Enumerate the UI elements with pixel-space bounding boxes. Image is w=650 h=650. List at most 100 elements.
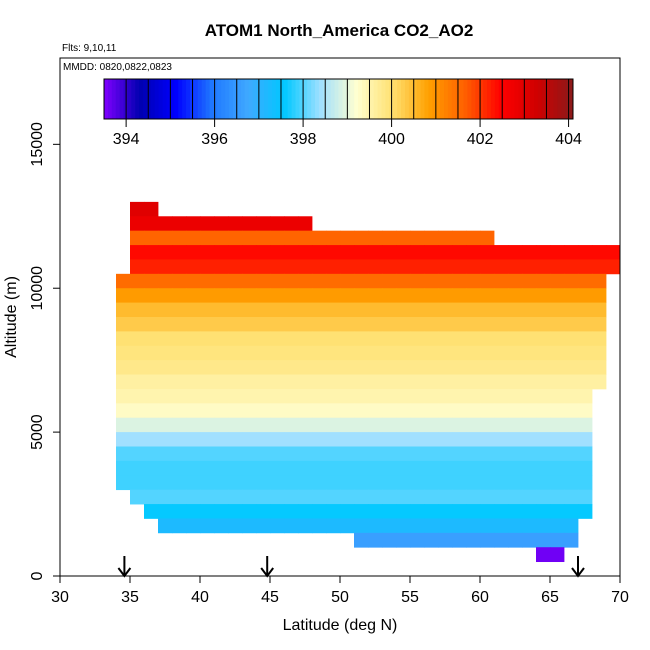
heatmap-cell: [494, 374, 509, 390]
colorbar-segment: [104, 79, 109, 119]
heatmap-cell: [536, 273, 551, 289]
heatmap-cell: [130, 331, 145, 347]
heatmap-cell: [270, 245, 285, 260]
heatmap-cell: [186, 288, 201, 304]
heatmap-cell: [270, 360, 285, 375]
heatmap-cell: [508, 504, 523, 519]
heatmap-cell: [158, 345, 173, 361]
heatmap-cell: [214, 504, 229, 519]
heatmap-cell: [214, 388, 229, 404]
heatmap-cell: [550, 259, 565, 275]
heatmap-cell: [410, 532, 425, 548]
heatmap-cell: [228, 288, 243, 304]
heatmap-cell: [522, 273, 537, 289]
heatmap-cell: [368, 489, 383, 505]
heatmap-cell: [130, 230, 145, 246]
heatmap-cell: [382, 345, 397, 361]
heatmap-cell: [214, 417, 229, 433]
heatmap-cell: [438, 460, 453, 476]
heatmap-cell: [564, 331, 579, 347]
heatmap-cell: [130, 245, 145, 260]
heatmap-cell: [368, 360, 383, 375]
heatmap-cell: [354, 417, 369, 433]
heatmap-cell: [550, 432, 565, 447]
heatmap-cell: [242, 475, 257, 491]
heatmap-cell: [508, 331, 523, 347]
heatmap-cell: [256, 230, 271, 246]
heatmap-cell: [186, 374, 201, 390]
heatmap-cell: [270, 288, 285, 304]
heatmap-cell: [130, 417, 145, 433]
heatmap-cell: [438, 417, 453, 433]
heatmap-cell: [522, 302, 537, 318]
heatmap-cell: [200, 518, 215, 534]
heatmap-cell: [228, 446, 243, 462]
y-tick-label: 5000: [29, 414, 46, 450]
heatmap-cell: [368, 273, 383, 289]
heatmap-cell: [172, 504, 187, 519]
heatmap-cell: [256, 417, 271, 433]
heatmap-cell: [382, 475, 397, 491]
heatmap-cell: [242, 446, 257, 462]
heatmap-cell: [284, 317, 299, 332]
heatmap-cell: [354, 475, 369, 491]
heatmap-cell: [270, 302, 285, 318]
heatmap-cell: [298, 417, 313, 433]
heatmap-cell: [494, 475, 509, 491]
heatmap-cell: [298, 317, 313, 332]
heatmap-cell: [256, 273, 271, 289]
heatmap-cell: [340, 288, 355, 304]
heatmap-cell: [508, 345, 523, 361]
heatmap-cell: [424, 317, 439, 332]
heatmap-cell: [172, 446, 187, 462]
heatmap-cell: [130, 201, 145, 217]
heatmap-cell: [522, 245, 537, 260]
colorbar-segment: [307, 79, 312, 119]
heatmap-cell: [494, 446, 509, 462]
heatmap-cell: [452, 532, 467, 548]
heatmap-cell: [326, 460, 341, 476]
heatmap-cell: [354, 446, 369, 462]
heatmap-cell: [424, 446, 439, 462]
colorbar-segment: [252, 79, 257, 119]
heatmap-cell: [130, 302, 145, 318]
heatmap-cell: [410, 288, 425, 304]
colorbar-segment: [432, 79, 437, 119]
heatmap-cell: [116, 432, 131, 447]
colorbar-segment: [338, 79, 343, 119]
heatmap-cell: [312, 374, 327, 390]
colorbar-segment: [299, 79, 304, 119]
colorbar-segment: [412, 79, 418, 119]
heatmap-cell: [158, 317, 173, 332]
heatmap-cell: [354, 345, 369, 361]
heatmap-cell: [158, 230, 173, 246]
heatmap-cell: [522, 360, 537, 375]
heatmap-cell: [340, 403, 355, 419]
heatmap-cell: [508, 518, 523, 534]
heatmap-cell: [480, 432, 495, 447]
heatmap-cell: [354, 259, 369, 275]
heatmap-cell: [326, 432, 341, 447]
heatmap-cell: [466, 230, 481, 246]
heatmap-cell: [270, 331, 285, 347]
heatmap-cell: [438, 259, 453, 275]
heatmap-cell: [508, 403, 523, 419]
heatmap-cell: [564, 417, 579, 433]
heatmap-cell: [312, 288, 327, 304]
heatmap-cell: [494, 245, 509, 260]
heatmap-cell: [438, 403, 453, 419]
heatmap-cell: [592, 345, 607, 361]
heatmap-cell: [480, 360, 495, 375]
heatmap-cell: [396, 374, 411, 390]
x-tick-label: 65: [541, 589, 559, 606]
heatmap-cell: [214, 432, 229, 447]
heatmap-cell: [508, 446, 523, 462]
colorbar-segment: [561, 79, 566, 119]
heatmap-cell: [312, 317, 327, 332]
heatmap-cell: [340, 374, 355, 390]
heatmap-cell: [214, 403, 229, 419]
heatmap-cell: [354, 245, 369, 260]
heatmap-cell: [242, 259, 257, 275]
heatmap-cell: [438, 446, 453, 462]
heatmap-cell: [242, 403, 257, 419]
